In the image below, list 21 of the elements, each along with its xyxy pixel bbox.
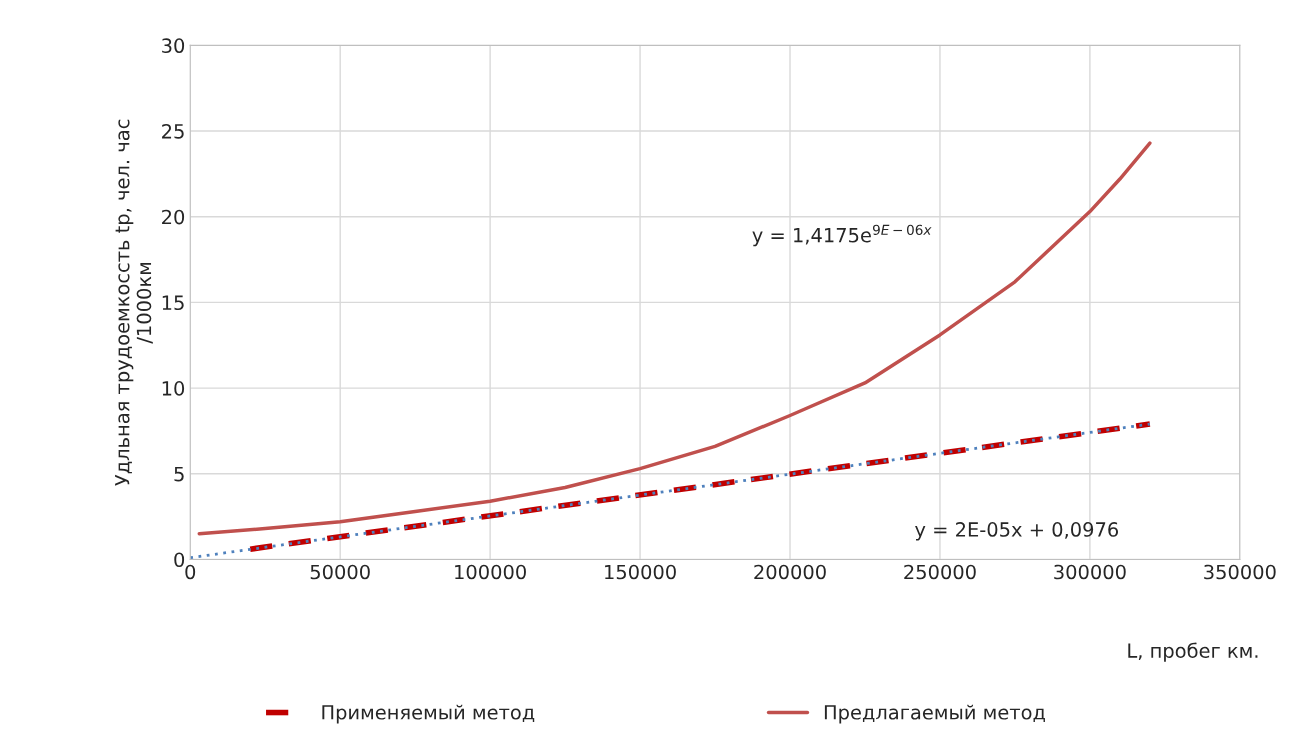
x-tick-label: 50000: [310, 564, 370, 580]
y-tick-label: 30: [162, 38, 185, 54]
y-axis-title: Удльная трудоемкосcть tр, чел. час /1000км: [115, 119, 153, 486]
y-tick-label: 20: [162, 209, 185, 225]
y-tick-label: 25: [162, 124, 184, 139]
y-tick-label: 5: [174, 466, 184, 482]
annotation: y = 1,4175e$^{9E−06x}$: [752, 224, 932, 247]
x-tick-label: 250000: [904, 564, 976, 580]
x-tick-label: 350000: [1204, 564, 1276, 580]
legend-label: Предлагаемый метод: [824, 704, 1045, 724]
x-tick-label: 100000: [455, 564, 526, 580]
x-tick-label: 150000: [605, 564, 676, 580]
x-tick-label: 300000: [1054, 564, 1126, 580]
y-tick-label: 0: [174, 552, 185, 568]
annotation: y = 2E-05x + 0,0976: [915, 522, 1119, 541]
x-axis-title: L, пробег км.: [1128, 642, 1258, 662]
x-tick-label: 200000: [754, 564, 826, 580]
x-tick-label: 0: [185, 564, 196, 580]
y-tick-label: 15: [162, 295, 184, 311]
legend-label: Применяемый метод: [322, 704, 535, 724]
y-tick-label: 10: [162, 381, 185, 396]
